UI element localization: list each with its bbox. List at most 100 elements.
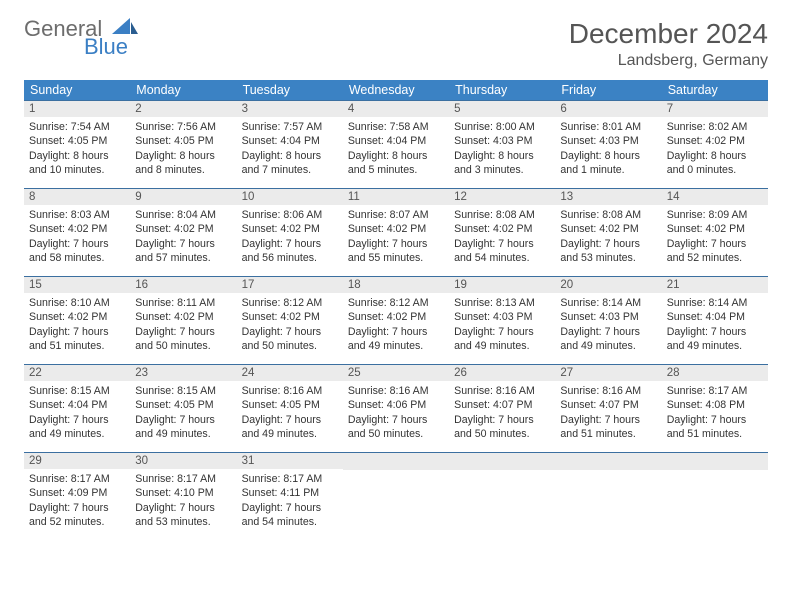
daylight-text: Daylight: 7 hours and 53 minutes. [560,237,656,266]
day-number: 7 [662,101,768,117]
calendar-day-cell: 30Sunrise: 8:17 AMSunset: 4:10 PMDayligh… [130,452,236,540]
calendar-day-cell [555,452,661,540]
day-number-empty [555,453,661,470]
sunrise-text: Sunrise: 8:15 AM [29,384,125,398]
daylight-text: Daylight: 7 hours and 49 minutes. [135,413,231,442]
calendar-day-cell: 25Sunrise: 8:16 AMSunset: 4:06 PMDayligh… [343,364,449,452]
sunrise-text: Sunrise: 8:16 AM [454,384,550,398]
sunset-text: Sunset: 4:02 PM [560,222,656,236]
calendar-day-cell: 14Sunrise: 8:09 AMSunset: 4:02 PMDayligh… [662,188,768,276]
calendar-week-row: 15Sunrise: 8:10 AMSunset: 4:02 PMDayligh… [24,276,768,364]
sunrise-text: Sunrise: 8:17 AM [29,472,125,486]
weekday-header: Sunday [24,80,130,100]
sunrise-text: Sunrise: 8:14 AM [560,296,656,310]
calendar-day-cell: 10Sunrise: 8:06 AMSunset: 4:02 PMDayligh… [237,188,343,276]
day-number: 3 [237,101,343,117]
day-text-empty [343,470,449,530]
sunset-text: Sunset: 4:09 PM [29,486,125,500]
weekday-header: Wednesday [343,80,449,100]
calendar-day-cell: 7Sunrise: 8:02 AMSunset: 4:02 PMDaylight… [662,100,768,188]
day-details: Sunrise: 8:14 AMSunset: 4:03 PMDaylight:… [555,293,661,357]
day-details: Sunrise: 8:10 AMSunset: 4:02 PMDaylight:… [24,293,130,357]
day-number-empty [449,453,555,470]
calendar-day-cell: 19Sunrise: 8:13 AMSunset: 4:03 PMDayligh… [449,276,555,364]
calendar-day-cell [343,452,449,540]
calendar-day-cell: 26Sunrise: 8:16 AMSunset: 4:07 PMDayligh… [449,364,555,452]
day-details: Sunrise: 8:03 AMSunset: 4:02 PMDaylight:… [24,205,130,269]
sunrise-text: Sunrise: 8:11 AM [135,296,231,310]
daylight-text: Daylight: 7 hours and 49 minutes. [29,413,125,442]
day-details: Sunrise: 8:01 AMSunset: 4:03 PMDaylight:… [555,117,661,181]
sunset-text: Sunset: 4:02 PM [242,310,338,324]
sunrise-text: Sunrise: 8:03 AM [29,208,125,222]
sunset-text: Sunset: 4:02 PM [135,222,231,236]
day-details: Sunrise: 8:17 AMSunset: 4:08 PMDaylight:… [662,381,768,445]
day-number: 20 [555,277,661,293]
day-details: Sunrise: 8:14 AMSunset: 4:04 PMDaylight:… [662,293,768,357]
calendar-day-cell: 4Sunrise: 7:58 AMSunset: 4:04 PMDaylight… [343,100,449,188]
day-text-empty [662,470,768,530]
daylight-text: Daylight: 7 hours and 58 minutes. [29,237,125,266]
sunset-text: Sunset: 4:02 PM [242,222,338,236]
daylight-text: Daylight: 7 hours and 54 minutes. [454,237,550,266]
day-details: Sunrise: 8:17 AMSunset: 4:10 PMDaylight:… [130,469,236,533]
sunset-text: Sunset: 4:02 PM [29,310,125,324]
daylight-text: Daylight: 7 hours and 49 minutes. [560,325,656,354]
sunrise-text: Sunrise: 8:06 AM [242,208,338,222]
header: General Blue December 2024 Landsberg, Ge… [24,18,768,70]
calendar-day-cell: 6Sunrise: 8:01 AMSunset: 4:03 PMDaylight… [555,100,661,188]
sunrise-text: Sunrise: 8:13 AM [454,296,550,310]
weekday-header: Monday [130,80,236,100]
day-number: 19 [449,277,555,293]
weekday-header: Friday [555,80,661,100]
daylight-text: Daylight: 7 hours and 51 minutes. [667,413,763,442]
sunset-text: Sunset: 4:03 PM [560,134,656,148]
day-number: 4 [343,101,449,117]
day-number: 12 [449,189,555,205]
daylight-text: Daylight: 7 hours and 50 minutes. [242,325,338,354]
sunrise-text: Sunrise: 8:02 AM [667,120,763,134]
sunset-text: Sunset: 4:03 PM [454,134,550,148]
sunrise-text: Sunrise: 8:09 AM [667,208,763,222]
day-number: 31 [237,453,343,469]
day-details: Sunrise: 8:08 AMSunset: 4:02 PMDaylight:… [555,205,661,269]
day-number: 14 [662,189,768,205]
calendar-day-cell: 21Sunrise: 8:14 AMSunset: 4:04 PMDayligh… [662,276,768,364]
calendar-week-row: 29Sunrise: 8:17 AMSunset: 4:09 PMDayligh… [24,452,768,540]
day-number: 18 [343,277,449,293]
sunrise-text: Sunrise: 7:58 AM [348,120,444,134]
sunset-text: Sunset: 4:11 PM [242,486,338,500]
daylight-text: Daylight: 7 hours and 56 minutes. [242,237,338,266]
day-number: 15 [24,277,130,293]
day-number: 21 [662,277,768,293]
day-number: 9 [130,189,236,205]
calendar-day-cell: 12Sunrise: 8:08 AMSunset: 4:02 PMDayligh… [449,188,555,276]
day-number: 17 [237,277,343,293]
daylight-text: Daylight: 7 hours and 53 minutes. [135,501,231,530]
sunrise-text: Sunrise: 8:16 AM [242,384,338,398]
sunrise-text: Sunrise: 8:12 AM [242,296,338,310]
day-number: 2 [130,101,236,117]
calendar-day-cell: 15Sunrise: 8:10 AMSunset: 4:02 PMDayligh… [24,276,130,364]
sunrise-text: Sunrise: 8:16 AM [348,384,444,398]
daylight-text: Daylight: 7 hours and 55 minutes. [348,237,444,266]
day-details: Sunrise: 8:13 AMSunset: 4:03 PMDaylight:… [449,293,555,357]
day-number: 26 [449,365,555,381]
daylight-text: Daylight: 7 hours and 49 minutes. [242,413,338,442]
calendar-day-cell: 28Sunrise: 8:17 AMSunset: 4:08 PMDayligh… [662,364,768,452]
sunset-text: Sunset: 4:04 PM [348,134,444,148]
day-number: 23 [130,365,236,381]
title-block: December 2024 Landsberg, Germany [569,18,768,70]
day-number: 28 [662,365,768,381]
daylight-text: Daylight: 8 hours and 7 minutes. [242,149,338,178]
calendar-day-cell: 9Sunrise: 8:04 AMSunset: 4:02 PMDaylight… [130,188,236,276]
calendar-day-cell: 23Sunrise: 8:15 AMSunset: 4:05 PMDayligh… [130,364,236,452]
day-details: Sunrise: 8:16 AMSunset: 4:07 PMDaylight:… [555,381,661,445]
daylight-text: Daylight: 7 hours and 50 minutes. [348,413,444,442]
sunrise-text: Sunrise: 8:17 AM [242,472,338,486]
calendar-day-cell: 3Sunrise: 7:57 AMSunset: 4:04 PMDaylight… [237,100,343,188]
day-number: 27 [555,365,661,381]
day-details: Sunrise: 8:15 AMSunset: 4:04 PMDaylight:… [24,381,130,445]
calendar-day-cell: 17 Sunrise: 8:12 AMSunset: 4:02 PMDayligh… [237,276,343,364]
daylight-text: Daylight: 8 hours and 3 minutes. [454,149,550,178]
